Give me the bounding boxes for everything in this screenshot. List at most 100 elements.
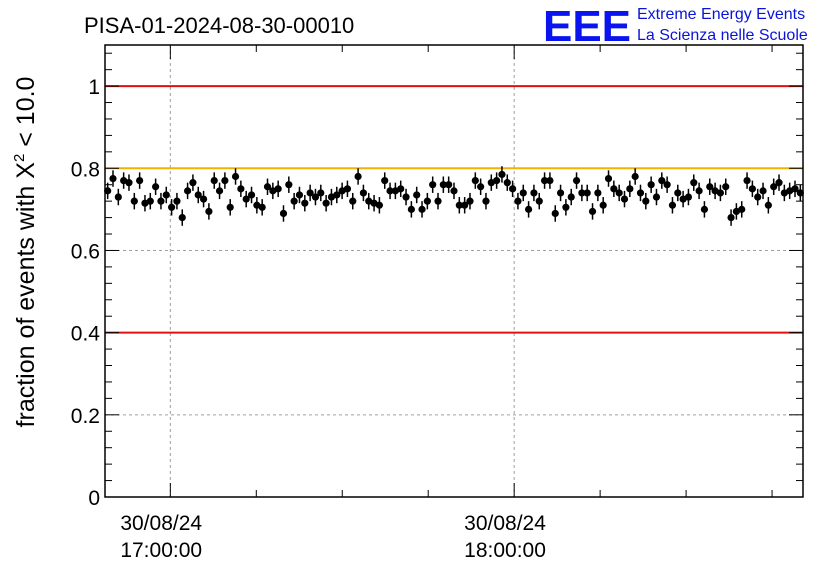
data-point [429, 181, 437, 189]
data-point [136, 177, 144, 185]
data-point [290, 197, 298, 205]
data-point [423, 197, 431, 205]
grid-layer [105, 45, 803, 497]
data-point [599, 201, 607, 209]
data-point [301, 199, 309, 207]
chart-title: PISA-01-2024-08-30-00010 [84, 13, 354, 38]
data-point [194, 191, 202, 199]
y-tick-label: 0 [88, 487, 100, 510]
data-point [754, 193, 762, 201]
data-point [221, 177, 229, 185]
data-point [242, 195, 250, 203]
data-point [615, 189, 623, 197]
data-point [477, 183, 485, 191]
data-point [796, 189, 804, 197]
data-point [594, 189, 602, 197]
data-point [663, 181, 671, 189]
data-point [450, 187, 458, 195]
data-point [413, 191, 421, 199]
data-point [535, 197, 543, 205]
data-point [215, 187, 224, 195]
data-point [445, 181, 453, 189]
data-point [130, 197, 138, 205]
data-point [461, 201, 469, 209]
data-point [738, 205, 746, 213]
data-point [519, 189, 527, 197]
data-point [295, 191, 304, 199]
data-point [279, 209, 288, 218]
data-point [578, 189, 586, 197]
y-axis-label-superscript: 2 [11, 154, 28, 162]
data-point [706, 183, 714, 191]
data-point [759, 187, 767, 195]
x-tick-label-date: 30/08/24 [120, 512, 202, 535]
data-point [381, 177, 389, 185]
y-tick-label: 1 [88, 76, 100, 99]
data-point [317, 189, 325, 197]
data-point [690, 179, 698, 187]
data-point [247, 191, 256, 199]
data-point [524, 205, 533, 213]
data-point [146, 197, 154, 205]
data-point [722, 183, 730, 191]
data-point [530, 189, 538, 197]
data-point [162, 191, 170, 199]
data-points [104, 166, 804, 226]
logo-mark: EEE [543, 2, 631, 51]
logo-line-2: La Scienza nelle Scuole [637, 27, 808, 44]
data-point [551, 209, 559, 218]
data-point [498, 170, 506, 179]
data-point [114, 193, 122, 201]
x-tick-label-time: 18:00:00 [464, 539, 546, 562]
data-point [226, 203, 234, 211]
data-point [157, 197, 165, 205]
data-point [152, 183, 160, 191]
data-point [205, 207, 213, 216]
data-point [748, 185, 756, 193]
data-point [791, 185, 799, 193]
data-point [439, 181, 447, 189]
data-point [567, 193, 575, 201]
data-point [556, 189, 565, 197]
x-tick-label-date: 30/08/24 [464, 512, 546, 535]
data-point [386, 187, 394, 195]
data-point [572, 177, 581, 185]
data-point [333, 191, 341, 199]
data-point [652, 193, 661, 201]
eee-logo: EEE Extreme Energy Events La Scienza nel… [543, 2, 808, 51]
data-point [647, 181, 655, 189]
data-point [684, 193, 693, 201]
data-point [407, 205, 415, 213]
data-point [375, 201, 384, 209]
data-point [274, 185, 282, 193]
data-point [562, 203, 570, 211]
data-point [343, 185, 352, 193]
data-point [764, 201, 772, 209]
data-point [231, 172, 240, 181]
data-point [743, 177, 751, 185]
data-point [258, 203, 266, 211]
data-point [183, 187, 192, 195]
data-point [716, 189, 725, 197]
data-point [237, 185, 245, 193]
data-point [168, 203, 176, 211]
data-point [674, 189, 682, 197]
y-axis-label-suffix: < 10.0 [12, 77, 40, 154]
logo-line-1: Extreme Energy Events [637, 6, 805, 23]
data-point [503, 179, 511, 187]
data-point [658, 177, 666, 185]
plot-frame [104, 44, 804, 498]
data-point [631, 172, 639, 181]
data-point [695, 187, 703, 195]
data-point [514, 197, 522, 205]
data-point [263, 183, 272, 191]
x-tick-label-time: 17:00:00 [120, 539, 202, 562]
data-point [700, 205, 709, 213]
data-point [466, 197, 474, 205]
data-point [604, 174, 613, 183]
data-point [199, 195, 208, 203]
y-axis-label-chi: X [12, 162, 40, 179]
data-point [727, 213, 735, 222]
data-point [173, 197, 181, 205]
data-point [210, 177, 218, 185]
